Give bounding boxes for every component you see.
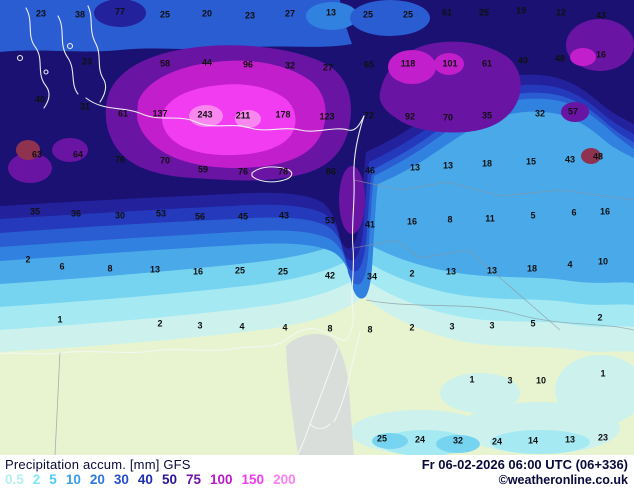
map-title: Precipitation accum. [mm] GFS — [5, 457, 191, 472]
legend-value-30: 30 — [113, 472, 129, 487]
footer-bar: Precipitation accum. [mm] GFS Fr 06-02-2… — [0, 455, 634, 490]
legend-value-20: 20 — [89, 472, 105, 487]
legend-value-100: 100 — [210, 472, 233, 487]
coastlines — [0, 5, 365, 455]
precipitation-map: 23 38 77 25 20 23 27 13 25 25 61 25 19 12 43 23 58 44 96 32… — [0, 0, 634, 455]
footer-legend-row: 0.5 2 5 10 20 30 40 50 75 100 150 200 ©weatheronlin… — [5, 473, 628, 487]
legend-value-2: 2 — [32, 472, 41, 487]
legend-scale: 0.5 2 5 10 20 30 40 50 75 100 150 200 — [5, 473, 296, 487]
copyright: ©weatheronline.co.uk — [498, 473, 628, 487]
legend-value-40: 40 — [137, 472, 153, 487]
border-lines — [54, 179, 634, 455]
legend-value-0.5: 0.5 — [5, 472, 24, 487]
legend-value-50: 50 — [161, 472, 177, 487]
legend-value-75: 75 — [185, 472, 201, 487]
footer-title-row: Precipitation accum. [mm] GFS Fr 06-02-2… — [5, 457, 628, 472]
map-datetime: Fr 06-02-2026 06:00 UTC (06+336) — [421, 457, 628, 472]
legend-value-10: 10 — [65, 472, 81, 487]
contour-layers — [0, 0, 634, 455]
legend-value-200: 200 — [273, 472, 296, 487]
legend-value-5: 5 — [49, 472, 57, 487]
map-contours — [0, 0, 634, 455]
legend-value-150: 150 — [241, 472, 265, 487]
